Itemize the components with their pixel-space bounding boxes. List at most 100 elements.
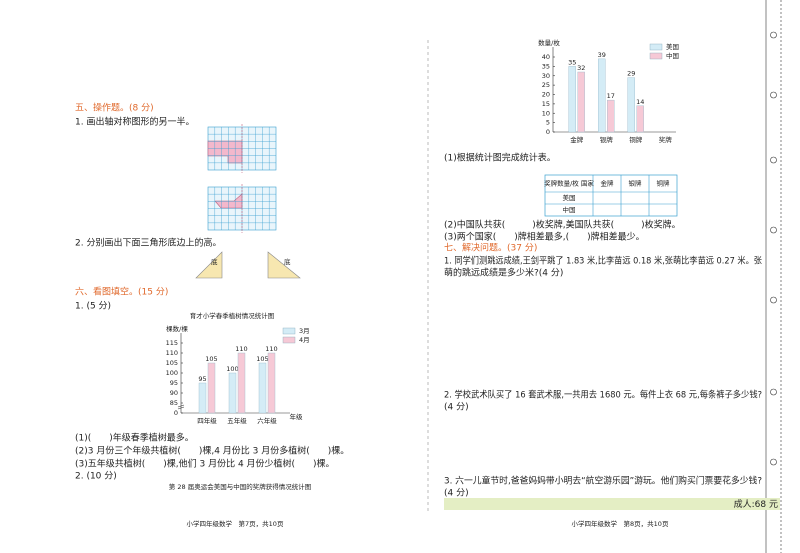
bar <box>237 352 246 414</box>
content: 五、操作题。(8 分) 1. 画出轴对称图形的另一半。 2. 分别画出下面三角形底边… <box>75 38 778 528</box>
question: (4 分) <box>444 488 469 499</box>
bar <box>228 372 237 414</box>
x-tick-label: 四年级 <box>197 416 217 425</box>
section-heading: 五、操作题。(8 分) <box>75 102 154 114</box>
chart-title: 第 28 届奥运会美国与中国的奖牌获得情况统计图 <box>169 482 311 491</box>
binding-hole <box>770 296 777 304</box>
y-axis-label: 数量/枚 <box>538 38 560 47</box>
question: 2. 分别画出下面三角形底边上的高。 <box>75 237 221 249</box>
y-tick-label: 115 <box>166 339 178 347</box>
triangle <box>195 251 223 279</box>
table-header: 金牌 <box>601 179 615 188</box>
x-tick-label: 五年级 <box>227 416 247 425</box>
bar <box>258 362 267 414</box>
ticket-banner <box>444 498 780 510</box>
question: (1)( )年级春季植树最多。 <box>75 432 194 444</box>
y-tick-label: 15 <box>542 100 550 108</box>
footer: 小学四年级数学 第8页，共10页 <box>572 519 669 528</box>
binding-hole <box>770 226 777 234</box>
y-tick-label: 95 <box>170 379 178 387</box>
question: 2. 学校武术队买了 16 套武术服,一共用去 1680 元。每件上衣 68 元… <box>444 389 762 401</box>
y-tick-label: 35 <box>542 62 550 70</box>
bar <box>198 382 207 414</box>
axis-break <box>177 404 185 410</box>
legend-label: 中国 <box>666 51 679 60</box>
value-label: 105 <box>256 355 268 363</box>
legend-label: 4月 <box>299 336 310 344</box>
decorations <box>195 31 780 510</box>
value-label: 17 <box>607 92 615 100</box>
y-axis-label: 棵数/棵 <box>166 324 188 333</box>
x-tick-label: 铜牌 <box>629 135 643 144</box>
table-frame <box>544 174 678 217</box>
y-tick-label: 25 <box>542 81 550 89</box>
bar <box>568 66 576 133</box>
bar <box>636 105 644 133</box>
triangle <box>267 251 301 279</box>
value-label: 105 <box>205 355 217 363</box>
value-label: 29 <box>627 70 635 78</box>
binding-hole <box>770 31 777 39</box>
binding-hole <box>770 156 777 164</box>
y-tick-label: 105 <box>166 359 178 367</box>
value-label: 110 <box>235 345 247 353</box>
value-label: 14 <box>636 98 644 106</box>
value-label: 95 <box>198 375 206 383</box>
table-header: 铜牌 <box>657 179 671 188</box>
question: (3)五年级共植树( )棵,他们 3 月份比 4 月份少植树( )棵。 <box>75 458 335 470</box>
y-tick-label: 110 <box>166 349 178 357</box>
bar <box>627 77 635 133</box>
y-tick-label: 100 <box>166 369 178 377</box>
binding-hole <box>770 91 777 99</box>
bar <box>598 58 606 133</box>
table-cell: 中国 <box>563 205 576 214</box>
y-tick-label: 0 <box>546 128 550 136</box>
bar <box>607 99 615 133</box>
table-header: 奖牌数量/枚 国家 <box>544 179 594 188</box>
y-tick-label: 30 <box>542 72 550 80</box>
base-label: 底 <box>211 257 218 266</box>
question: 1. (5 分) <box>75 301 111 312</box>
binding-hole <box>770 388 777 396</box>
y-tick-label: 10 <box>542 109 550 117</box>
legend-swatch <box>282 336 296 344</box>
footer: 小学四年级数学 第7页，共10页 <box>187 519 284 528</box>
binding-hole <box>770 458 777 466</box>
y-tick-label: 5 <box>546 119 550 127</box>
chart-title: 育才小学春季植树情况统计图 <box>190 311 275 320</box>
y-tick-label: 85 <box>170 399 178 407</box>
section-heading: 七、解决问题。(37 分) <box>444 242 537 254</box>
legend-swatch <box>649 43 663 51</box>
x-tick-label: 奖牌 <box>659 135 673 144</box>
legend-swatch <box>649 52 663 60</box>
x-tick-label: 银牌 <box>600 135 614 144</box>
question: (2)中国队共获( )枚奖牌,美国队共获( )枚奖牌。 <box>444 219 681 231</box>
value-label: 32 <box>577 64 585 72</box>
bar <box>577 71 585 133</box>
legend-label: 美国 <box>666 42 679 51</box>
x-axis-label: 年级 <box>290 412 304 421</box>
question: (4 分) <box>444 402 469 413</box>
y-tick-label: 0 <box>174 409 178 417</box>
question: 1. 画出轴对称图形的另一半。 <box>75 116 194 128</box>
section-heading: 六、看图填空。(15 分) <box>75 286 168 298</box>
bar <box>267 352 276 414</box>
question: 2. (10 分) <box>75 471 117 482</box>
value-label: 35 <box>568 58 576 66</box>
table-header: 银牌 <box>629 179 643 188</box>
x-tick-label: 金牌 <box>570 135 584 144</box>
legend-label: 3月 <box>299 327 310 335</box>
value-label: 100 <box>226 365 238 373</box>
base-label: 底 <box>284 257 291 266</box>
x-tick-label: 六年级 <box>257 416 277 425</box>
ticket-price: 成人:68 元 <box>734 498 778 510</box>
legend-swatch <box>282 327 296 335</box>
y-tick-label: 40 <box>542 53 550 61</box>
question: 3. 六一儿童节时,爸爸妈妈带小明去“航空游乐园”游玩。他们购买门票要花多少钱? <box>444 475 762 487</box>
question: (3)两个国家( )牌相差最多,( )牌相差最少。 <box>444 231 645 243</box>
question: (2)3 月份三个年级共植树( )棵,4 月份比 3 月份多植树( )棵。 <box>75 445 349 457</box>
question: (1)根据统计图完成统计表。 <box>444 152 556 164</box>
table-cell: 美国 <box>563 193 576 202</box>
y-tick-label: 20 <box>542 91 550 99</box>
